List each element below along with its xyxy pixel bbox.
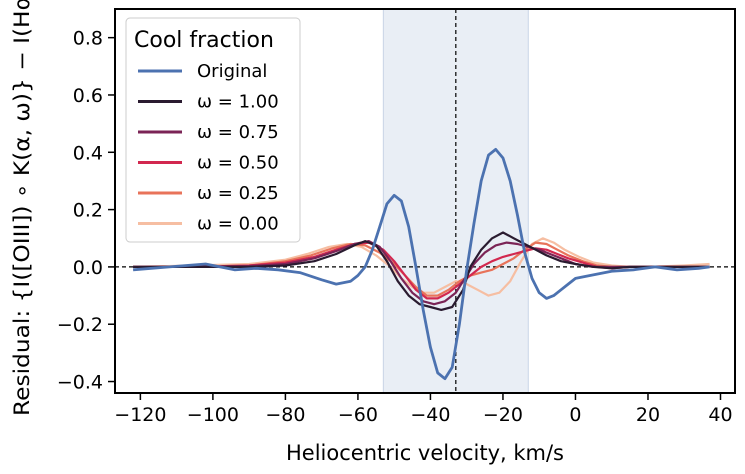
x-axis-label: Heliocentric velocity, km/s xyxy=(286,441,564,465)
y-tick-label: 0.6 xyxy=(73,85,103,107)
x-tick-label: −60 xyxy=(338,404,378,426)
legend: Cool fraction Original ω = 1.00 ω = 0.75 ω … xyxy=(125,17,301,243)
reference-lines xyxy=(115,9,735,393)
y-tick-label: −0.4 xyxy=(57,372,103,394)
y-tick-label: 0.0 xyxy=(73,257,103,279)
legend-label: ω = 0.25 xyxy=(197,183,279,204)
x-tick-label: −120 xyxy=(114,404,166,426)
legend-title: Cool fraction xyxy=(134,28,274,53)
x-tick-label: 40 xyxy=(708,404,732,426)
x-tick-label: −100 xyxy=(187,404,239,426)
series-line-original xyxy=(132,148,710,381)
legend-label: ω = 0.50 xyxy=(197,153,279,174)
legend-box xyxy=(125,17,301,243)
series-line-0-00 xyxy=(133,237,710,297)
y-tick-label: 0.4 xyxy=(73,142,103,164)
y-axis-label: Residual: {I([OIII]) ∘ K(α, ω)} − I(Hα) xyxy=(10,0,34,416)
series-layer xyxy=(132,148,710,381)
x-tick-label: 20 xyxy=(636,404,660,426)
y-tick-label: 0.2 xyxy=(73,200,103,222)
legend-label: Original xyxy=(197,61,267,82)
plot-frame xyxy=(114,8,736,394)
y-axis: −0.4 −0.2 0.0 0.2 0.4 0.6 0.8 xyxy=(57,28,115,394)
x-tick-label: −20 xyxy=(483,404,523,426)
legend-label: ω = 1.00 xyxy=(197,92,279,113)
x-tick-label: −40 xyxy=(410,404,450,426)
x-axis: −120 −100 −80 −60 −40 −20 0 20 40 xyxy=(114,393,733,426)
x-tick-label: 0 xyxy=(569,404,581,426)
y-tick-label: −0.2 xyxy=(57,314,103,336)
legend-label: ω = 0.75 xyxy=(197,122,279,143)
legend-label: ω = 0.00 xyxy=(197,214,279,235)
y-tick-label: 0.8 xyxy=(73,28,103,50)
x-tick-label: −80 xyxy=(265,404,305,426)
